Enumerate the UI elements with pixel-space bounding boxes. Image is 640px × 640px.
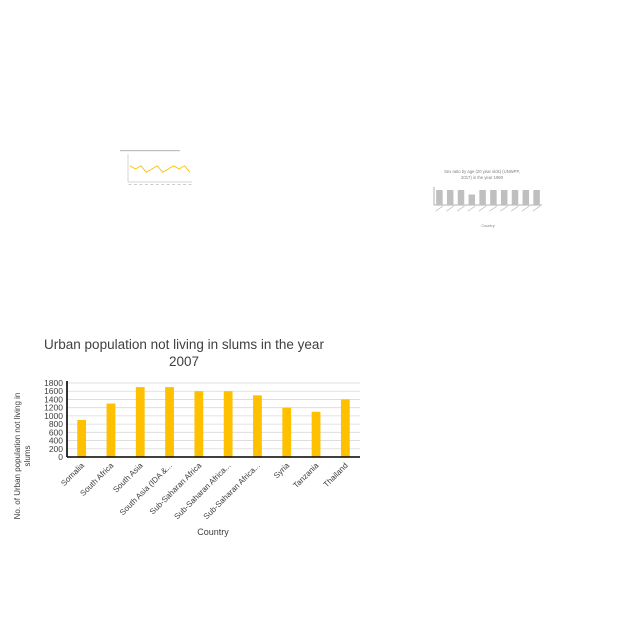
main-bar-chart: Urban population not living in slums in … xyxy=(0,330,380,545)
thumbnail-bar xyxy=(511,190,519,205)
bar xyxy=(223,391,233,457)
x-tick-label: Sub-Saharan Africa... xyxy=(202,461,262,521)
thumbnail-x-tick-placeholder xyxy=(478,205,487,212)
thumbnail-bar xyxy=(533,190,540,205)
thumbnail-line-chart xyxy=(118,146,196,190)
thumbnail-bar xyxy=(446,190,454,205)
bar xyxy=(194,391,204,457)
y-tick-label: 400 xyxy=(49,436,63,446)
thumbnail-x-tick-placeholder xyxy=(500,205,508,212)
x-axis-label: Country xyxy=(197,527,229,537)
x-tick-label: South Asia (IDA &... xyxy=(118,461,174,517)
bar xyxy=(106,403,116,457)
x-tick-label: Somalia xyxy=(59,461,86,488)
thumbnail-x-tick-placeholder xyxy=(435,205,444,212)
thumbnail-x-tick-placeholder xyxy=(183,184,187,185)
bar xyxy=(311,411,321,457)
thumbnail-x-tick-placeholder xyxy=(521,205,530,212)
y-tick-label: 1800 xyxy=(44,378,63,388)
thumbnail-x-tick-placeholder xyxy=(177,184,181,185)
thumbnail-series-line xyxy=(129,165,191,173)
thumbnail-x-tick-placeholder xyxy=(150,184,154,185)
bar xyxy=(340,399,350,457)
y-axis-label: No. of Urban population not living in sl… xyxy=(13,393,32,520)
y-tick-label: 200 xyxy=(49,444,63,454)
thumbnail-bar xyxy=(479,190,486,205)
thumbnail-bar xyxy=(500,190,508,205)
thumbnail-x-tick-placeholder xyxy=(446,205,454,212)
bar xyxy=(253,395,262,457)
thumbnail-bar xyxy=(490,190,497,205)
thumbnail-title-placeholder xyxy=(120,150,180,152)
thumbnail-x-tick-placeholder xyxy=(467,205,476,212)
thumbnail-x-tick-placeholder xyxy=(489,205,498,212)
thumbnail-x-tick-placeholder xyxy=(510,205,519,212)
x-tick-label: Syria xyxy=(272,461,292,481)
x-tick-label: Sub-Saharan Africa xyxy=(148,461,204,517)
y-axis-label-line-2: slums xyxy=(23,446,32,467)
bar xyxy=(135,387,145,457)
thumbnail-x-axis-label: Country xyxy=(481,224,494,228)
thumbnail-bar xyxy=(457,190,465,205)
bar xyxy=(282,407,292,457)
y-tick-label: 600 xyxy=(49,427,63,437)
thumbnail-x-tick-placeholder xyxy=(128,184,132,185)
bar xyxy=(165,387,174,457)
y-tick-label: 1600 xyxy=(44,386,63,396)
thumbnail-title-line-2: 2017) in the year 1960 xyxy=(461,175,504,180)
y-tick-label: 1200 xyxy=(44,403,63,413)
chart-title-line-1: Urban population not living in slums in … xyxy=(44,337,324,352)
thumbnail-bar-chart: Sex ratio by age (20 year olds) (UNWPP, 2… xyxy=(420,165,545,235)
main-bar-chart-svg: Urban population not living in slums in … xyxy=(13,337,360,537)
thumbnail-x-tick-placeholder xyxy=(161,184,165,185)
y-axis-label-line-1: No. of Urban population not living in xyxy=(13,393,22,520)
y-tick-label: 800 xyxy=(49,419,63,429)
thumbnail-x-tick-placeholder xyxy=(166,184,170,185)
y-tick-label: 1000 xyxy=(44,411,63,421)
thumbnail-x-tick-placeholder xyxy=(155,184,159,185)
thumbnail-x-tick-placeholder xyxy=(188,184,192,185)
thumbnail-bar-chart-svg: Sex ratio by age (20 year olds) (UNWPP,2… xyxy=(433,169,542,228)
thumbnail-bar xyxy=(436,190,443,205)
x-tick-label: Thailand xyxy=(322,461,350,489)
thumbnail-title-line-1: Sex ratio by age (20 year olds) (UNWPP, xyxy=(444,169,520,174)
y-tick-label: 0 xyxy=(58,452,63,462)
thumbnail-x-tick-placeholder xyxy=(144,184,148,185)
x-tick-label: Tanzania xyxy=(291,461,320,490)
thumbnail-x-tick-placeholder xyxy=(532,205,541,212)
thumbnail-x-tick-placeholder xyxy=(139,184,143,185)
chart-title-line-2: 2007 xyxy=(169,354,199,369)
thumbnail-bar xyxy=(522,190,530,205)
thumbnail-x-tick-placeholder xyxy=(456,205,465,212)
bar xyxy=(77,420,87,457)
thumbnail-x-tick-placeholder xyxy=(133,184,137,185)
thumbnail-line-chart-svg xyxy=(120,150,192,185)
thumbnail-x-tick-placeholder xyxy=(172,184,176,185)
thumbnail-bar xyxy=(468,194,476,205)
x-tick-label: Sub-Saharan Africa... xyxy=(172,461,232,521)
y-tick-label: 1400 xyxy=(44,394,63,404)
